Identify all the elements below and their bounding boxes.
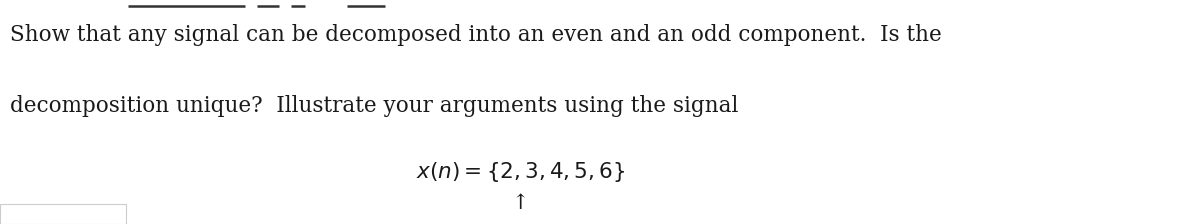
Text: ↑: ↑: [512, 194, 529, 213]
Text: decomposition unique?  Illustrate your arguments using the signal: decomposition unique? Illustrate your ar…: [10, 95, 738, 117]
Text: Show that any signal can be decomposed into an even and an odd component.  Is th: Show that any signal can be decomposed i…: [10, 24, 941, 45]
Text: $x(n) = \{2, 3, 4, 5, 6\}$: $x(n) = \{2, 3, 4, 5, 6\}$: [416, 160, 624, 184]
